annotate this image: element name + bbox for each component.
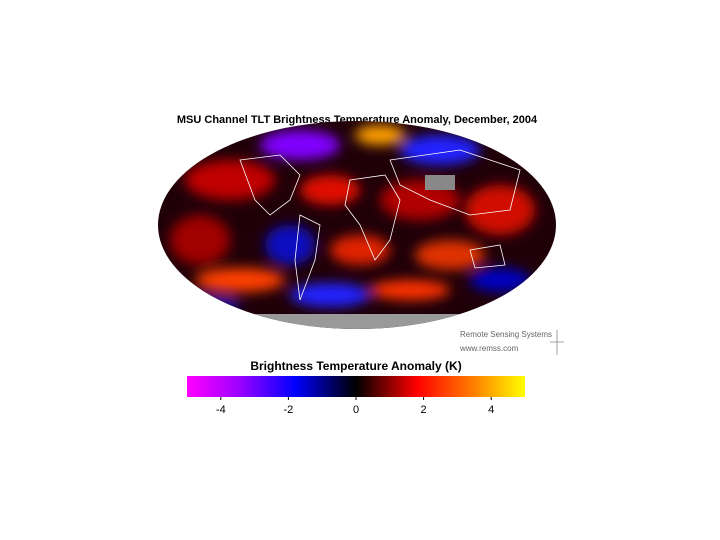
tick-label: -4 xyxy=(216,404,226,416)
logo-name: Remote Sensing Systems xyxy=(460,330,552,339)
colorbar-label: Brightness Temperature Anomaly (K) xyxy=(250,359,461,373)
tick-label: -2 xyxy=(284,404,294,416)
map-title: MSU Channel TLT Brightness Temperature A… xyxy=(177,114,538,126)
tick-label: 0 xyxy=(353,404,359,416)
colorbar xyxy=(187,376,525,397)
anomaly-map xyxy=(158,121,556,329)
tick-label: 4 xyxy=(488,404,494,416)
tick-label: 2 xyxy=(421,404,427,416)
logo-url: www.remss.com xyxy=(459,344,519,353)
colorbar-ticks: -4 -2 0 2 4 xyxy=(216,397,494,416)
